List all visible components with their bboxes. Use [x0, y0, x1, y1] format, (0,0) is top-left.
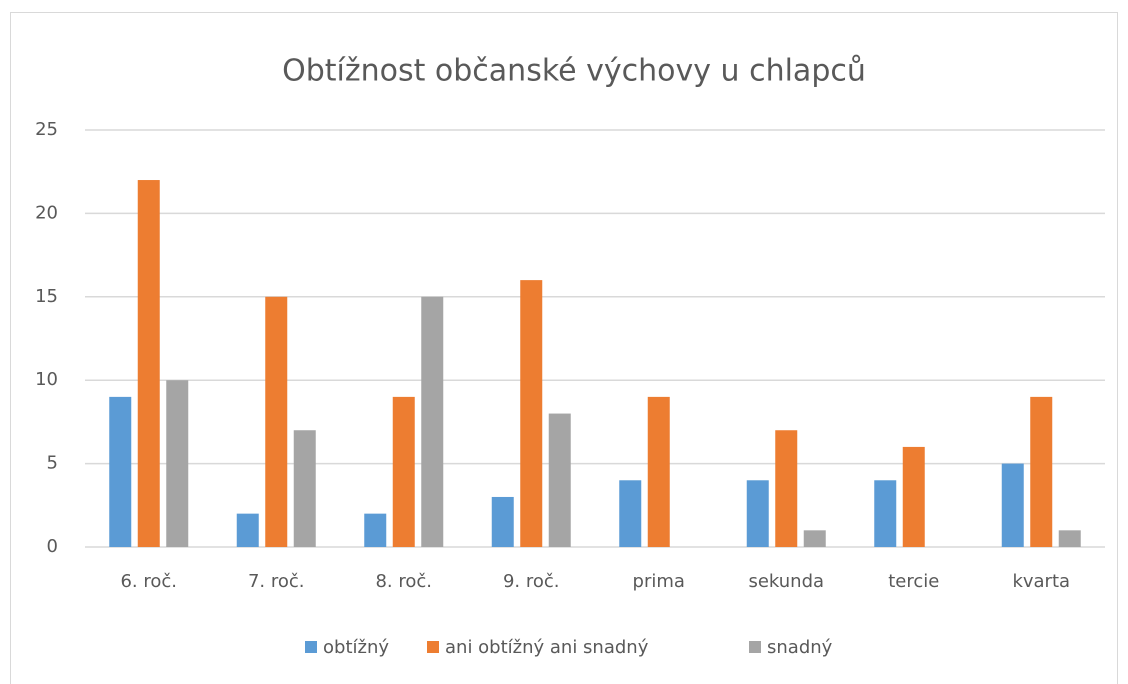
y-tick-label: 25 — [35, 119, 58, 140]
chart-frame — [10, 12, 1118, 684]
bar — [1058, 530, 1081, 547]
x-tick-label: prima — [633, 571, 685, 592]
bar — [392, 396, 415, 547]
bar — [1001, 463, 1024, 547]
bar — [137, 180, 160, 548]
bar — [647, 396, 670, 547]
x-tick-label: sekunda — [748, 571, 824, 592]
bar — [902, 446, 925, 547]
legend-label: snadný — [767, 637, 833, 658]
bar — [619, 480, 642, 547]
legend-swatch — [749, 641, 761, 653]
bar — [109, 396, 132, 547]
bar — [520, 280, 543, 547]
bar — [166, 380, 189, 547]
y-tick-label: 10 — [35, 369, 58, 390]
bar — [265, 296, 288, 547]
bar — [746, 480, 769, 547]
x-tick-label: 6. roč. — [120, 571, 177, 592]
x-tick-label: 9. roč. — [503, 571, 560, 592]
bar — [293, 430, 316, 547]
bar — [874, 480, 897, 547]
y-tick-label: 20 — [35, 202, 58, 223]
bar — [775, 430, 798, 547]
bar — [236, 513, 259, 547]
bar — [548, 413, 571, 547]
legend-label: ani obtížný ani snadný — [445, 637, 649, 658]
y-tick-label: 0 — [47, 536, 58, 557]
legend-label: obtížný — [323, 637, 389, 658]
y-tick-label: 15 — [35, 286, 58, 307]
bar — [1030, 396, 1053, 547]
x-tick-label: kvarta — [1012, 571, 1070, 592]
x-tick-label: 7. roč. — [248, 571, 305, 592]
chart-title: Obtížnost občanské výchovy u chlapců — [282, 54, 866, 89]
bar — [491, 496, 514, 547]
legend-swatch — [305, 641, 317, 653]
bar — [803, 530, 826, 547]
bar — [421, 296, 444, 547]
x-tick-label: tercie — [888, 571, 939, 592]
x-tick-label: 8. roč. — [375, 571, 432, 592]
legend-swatch — [427, 641, 439, 653]
y-tick-label: 5 — [47, 453, 58, 474]
bar — [364, 513, 387, 547]
